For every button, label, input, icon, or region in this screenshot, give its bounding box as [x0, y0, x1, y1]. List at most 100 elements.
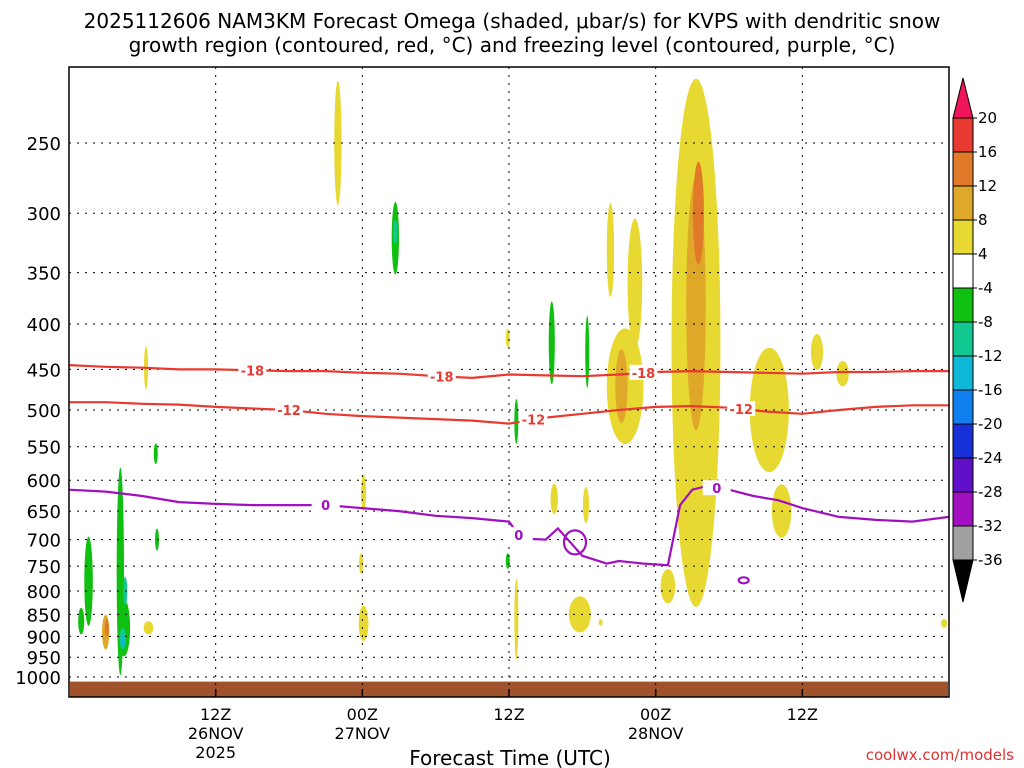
colorbar-label: -28 — [978, 483, 1003, 501]
colorbar-segment — [952, 355, 974, 391]
colorbar-segment — [952, 287, 974, 323]
colorbar-label: -32 — [978, 517, 1003, 535]
colorbar-segment — [952, 321, 974, 357]
colorbar-segment — [952, 185, 974, 221]
chart-title-line1: 2025112606 NAM3KM Forecast Omega (shaded… — [84, 9, 941, 33]
dgz-minus-12-label: -12 — [522, 414, 546, 429]
colorbar-segment — [952, 457, 974, 493]
omega-cell — [393, 219, 398, 245]
y-tick-label: 350 — [27, 264, 61, 285]
plot-frame — [68, 66, 950, 698]
omega-cell — [334, 80, 342, 206]
x-tick-label: 2025 — [195, 743, 236, 762]
y-tick-label: 400 — [27, 315, 61, 336]
y-tick-label: 500 — [27, 401, 61, 422]
colorbar-segment — [952, 525, 974, 561]
plot-area: 250 300 350 400 450 500 550 600 650 700 750 8008509… — [15, 66, 950, 762]
omega-cell — [104, 619, 109, 637]
colorbar-segment — [952, 253, 974, 289]
omega-cell — [836, 360, 849, 387]
y-tick-label: 550 — [27, 438, 61, 459]
x-tick-label: 12Z — [787, 705, 818, 724]
dgz-minus-18-label: -18 — [241, 364, 265, 379]
freezing-level-cell-2 — [737, 576, 750, 585]
omega-cell — [598, 619, 603, 626]
omega-cell — [582, 487, 590, 524]
colorbar-label: -8 — [978, 313, 993, 331]
y-tick-label: 850 — [27, 605, 61, 626]
freezing-level-label: 0 — [712, 482, 721, 497]
y-tick-label: 750 — [27, 557, 61, 578]
contour-label-bg — [519, 411, 548, 427]
x-tick-label: 26NOV — [188, 724, 244, 743]
dgz-minus-12-label: -12 — [729, 403, 753, 418]
omega-cell — [941, 618, 948, 628]
colorbar-label: 8 — [978, 211, 988, 229]
y-tick-label: 600 — [27, 471, 61, 492]
omega-cell — [660, 569, 676, 604]
colorbar-bottom-arrow — [952, 559, 974, 603]
omega-cell — [606, 203, 615, 297]
omega-cell — [548, 301, 555, 385]
dgz-minus-12-line — [69, 401, 949, 425]
colorbar-segment — [952, 389, 974, 425]
colorbar: 20 16 12 8 4 -4 -8 -12 -16 -20 -24 -28 -32 -36 — [952, 77, 1003, 603]
omega-cell — [692, 161, 704, 265]
omega-cell — [143, 621, 154, 635]
colorbar-label: 20 — [978, 109, 997, 127]
contour-label-bg — [629, 364, 658, 380]
freezing-level-line — [68, 485, 950, 567]
y-tick-label: 900 — [27, 627, 61, 648]
y-tick-label: 700 — [27, 531, 61, 552]
colorbar-label: -36 — [978, 551, 1003, 569]
freezing-level-cell-1 — [562, 529, 588, 556]
colorbar-label: -4 — [978, 279, 993, 297]
omega-cell — [550, 483, 558, 515]
dgz-minus-18-label: -18 — [430, 370, 454, 385]
y-tick-label: 1000 — [15, 668, 61, 689]
omega-cell — [505, 328, 510, 348]
colorbar-top-arrow — [952, 77, 974, 119]
colorbar-label: -12 — [978, 347, 1003, 365]
colorbar-label: -20 — [978, 415, 1003, 433]
contour-label-bg — [311, 497, 340, 513]
y-tick-label: 450 — [27, 360, 61, 381]
colorbar-label: -16 — [978, 381, 1003, 399]
chart-title-line2: growth region (contoured, red, °C) and f… — [129, 33, 896, 57]
y-tick-label: 650 — [27, 502, 61, 523]
x-tick-label: 27NOV — [335, 724, 391, 743]
x-axis-title: Forecast Time (UTC) — [409, 746, 611, 768]
contour-label-bg — [702, 480, 731, 496]
contour-label-bg — [275, 402, 303, 417]
omega-cell — [749, 347, 789, 473]
contour-label-bg — [238, 362, 267, 378]
omega-cell — [585, 315, 590, 388]
dgz-minus-12-label: -12 — [277, 404, 301, 419]
omega-cell — [810, 333, 824, 370]
dgz-minus-18-label: -18 — [632, 367, 656, 382]
contour-label-bg — [504, 527, 533, 543]
colorbar-segment — [952, 423, 974, 459]
omega-cell — [514, 578, 519, 660]
y-tick-label: 800 — [27, 582, 61, 603]
contour-label-bg — [427, 368, 456, 384]
colorbar-label: 4 — [978, 245, 988, 263]
y-tick-label: 250 — [27, 134, 61, 155]
colorbar-segment — [952, 117, 974, 153]
x-tick-label: 12Z — [200, 705, 231, 724]
omega-cell — [359, 553, 364, 574]
omega-cell — [84, 536, 93, 626]
omega-cell — [153, 443, 158, 464]
dgz-minus-18-line — [68, 364, 949, 380]
colorbar-segment — [952, 219, 974, 255]
freezing-level-label: 0 — [514, 529, 523, 544]
colorbar-segment — [952, 491, 974, 527]
x-tick-label: 00Z — [640, 705, 671, 724]
omega-cell — [615, 349, 628, 424]
x-tick-label: 28NOV — [628, 724, 684, 743]
y-tick-label: 300 — [27, 204, 61, 225]
omega-cell — [627, 218, 643, 349]
credit-label: coolwx.com/models — [866, 746, 1014, 764]
colorbar-label: 16 — [978, 143, 997, 161]
